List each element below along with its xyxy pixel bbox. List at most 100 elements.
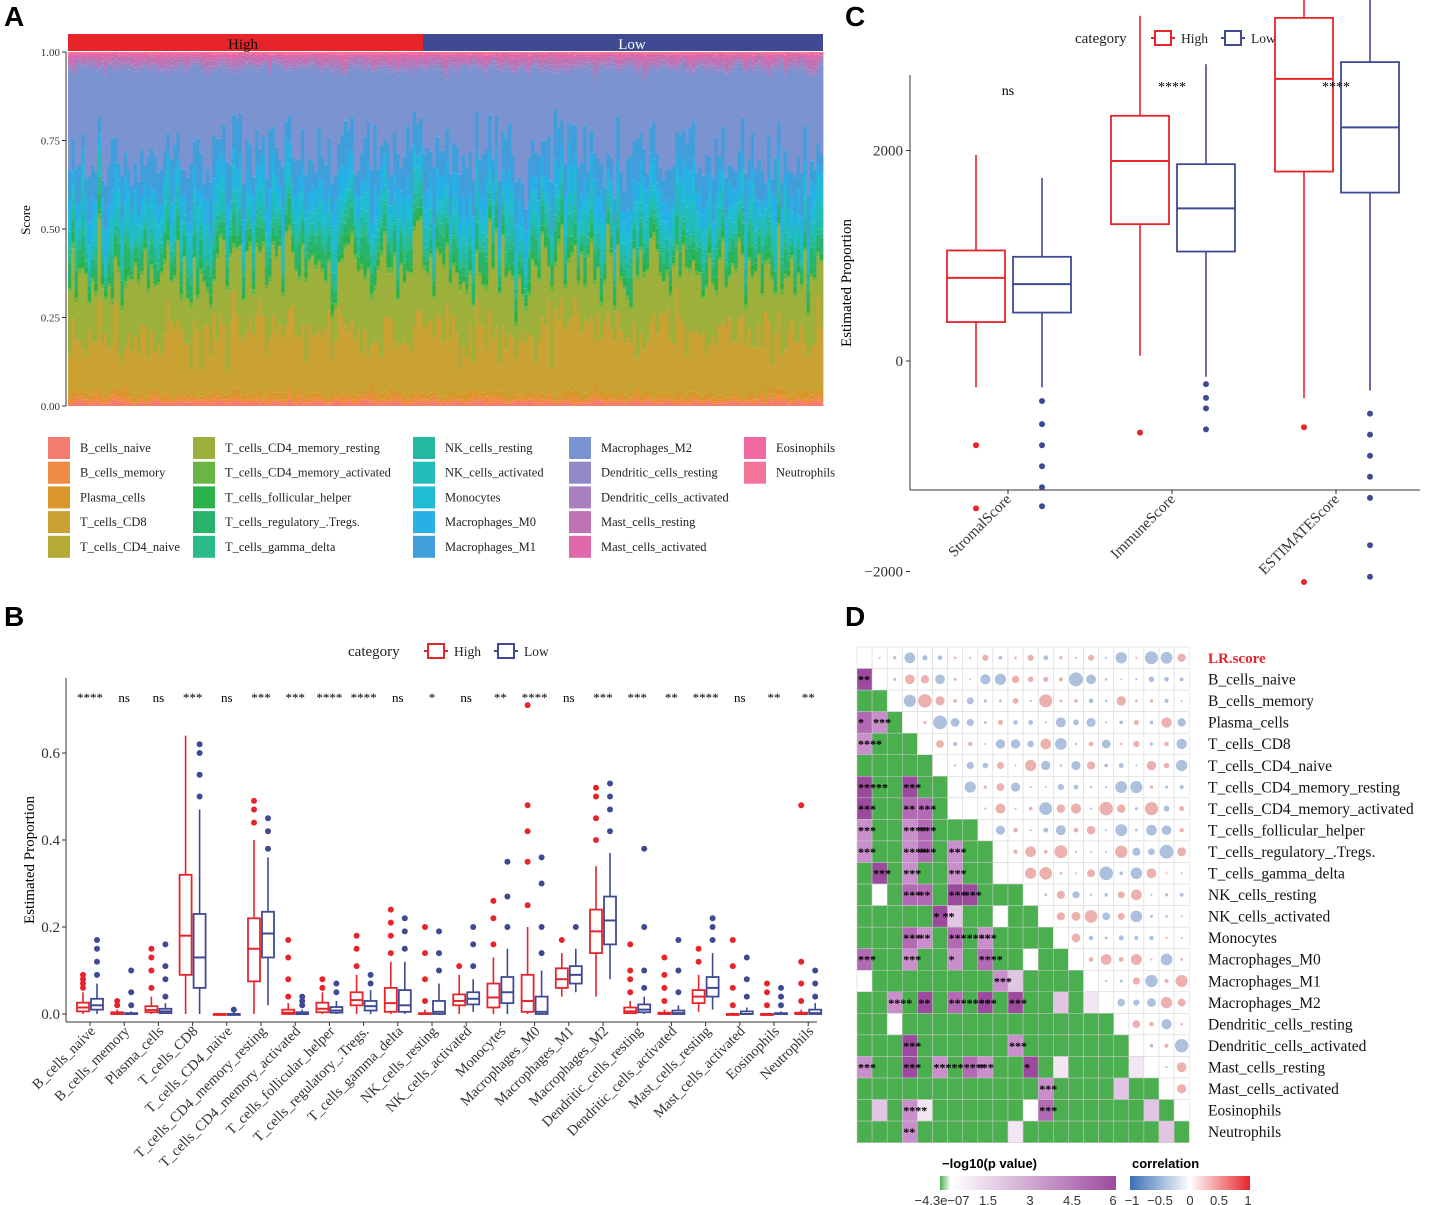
bar-segment [412, 52, 417, 55]
bar-segment [396, 290, 400, 299]
bar-segment [563, 52, 568, 53]
bar-segment [488, 205, 492, 214]
bar-segment [521, 228, 525, 243]
bar-segment [435, 168, 440, 195]
bar-segment [333, 400, 338, 406]
bar-segment [665, 67, 670, 170]
outlier-point [265, 845, 271, 852]
bar-segment [173, 255, 177, 266]
outlier-point [490, 941, 497, 948]
bar-segment [248, 60, 253, 65]
bar-segment [94, 211, 98, 234]
bar-segment [291, 52, 295, 55]
bar-segment [258, 403, 263, 406]
bar-segment [186, 64, 190, 69]
bar-segment [609, 256, 614, 330]
bar-segment [717, 260, 722, 325]
bar-segment [763, 52, 768, 55]
bar-segment [704, 67, 709, 73]
bar-segment [622, 57, 627, 63]
bar-segment [159, 271, 164, 274]
bar-segment [219, 58, 223, 65]
bar-segment [685, 248, 689, 263]
bar-segment [140, 149, 144, 196]
bar-segment [350, 53, 354, 57]
bar-segment [537, 53, 542, 58]
bar-segment [448, 174, 453, 215]
bar-segment [642, 241, 647, 250]
bar-segment [143, 53, 148, 59]
bar-segment [783, 61, 788, 68]
bar-segment [678, 67, 683, 72]
bar-segment [225, 53, 230, 59]
bar-segment [698, 335, 702, 397]
bar-segment [199, 153, 203, 186]
bar-segment [747, 196, 752, 209]
bar-segment [816, 401, 821, 406]
bar-segment [304, 64, 309, 67]
bar-segment [333, 290, 338, 298]
bar-segment [760, 399, 765, 406]
bar-segment [573, 222, 578, 240]
bar-segment [553, 57, 558, 66]
bar-segment [360, 270, 364, 354]
bar-segment [714, 75, 719, 138]
bar-segment [212, 68, 217, 71]
box-high [281, 937, 296, 1015]
bar-segment [580, 252, 584, 256]
bar-segment [189, 64, 194, 67]
bar-segment [714, 295, 719, 347]
bar-segment [241, 298, 246, 301]
bar-segment [291, 223, 295, 231]
bar-segment [268, 72, 272, 77]
bar-segment [140, 68, 144, 150]
bar-segment [324, 243, 328, 247]
bar-segment [714, 58, 719, 66]
bar-segment [557, 59, 561, 65]
bar-segment [159, 252, 164, 267]
bar-segment [320, 393, 325, 400]
bar-segment [159, 273, 164, 355]
bar-segment [458, 65, 463, 69]
bar-segment [813, 241, 817, 248]
bar-segment [219, 174, 223, 191]
bar-segment [304, 230, 309, 248]
bar-segment [330, 52, 335, 55]
bar-segment [356, 197, 361, 222]
bar-segment [294, 396, 299, 403]
outlier-point [538, 924, 545, 930]
bar-segment [616, 54, 620, 60]
bar-segment [770, 269, 775, 277]
bar-segment [481, 198, 486, 221]
bar-segment [455, 173, 460, 203]
bar-segment [409, 275, 414, 354]
bar-segment [343, 72, 348, 77]
bar-segment [379, 199, 384, 219]
bar-segment [750, 55, 755, 61]
bar-segment [609, 402, 614, 406]
bar-segment [307, 262, 312, 325]
bar-segment [261, 315, 266, 398]
bar-segment [412, 393, 417, 399]
bar-segment [241, 65, 246, 71]
outlier-point [367, 971, 374, 978]
bar-segment [488, 63, 492, 66]
bar-segment [455, 242, 460, 248]
bar-segment [580, 246, 584, 253]
bar-segment [576, 266, 581, 275]
bar-segment [376, 64, 381, 66]
bar-segment [360, 69, 364, 154]
bar-segment [438, 229, 443, 235]
bar-segment [219, 64, 223, 67]
bar-segment [425, 191, 430, 209]
bar-segment [251, 289, 256, 295]
bar-segment [727, 54, 732, 59]
bar-segment [219, 52, 223, 54]
bar-segment [750, 182, 755, 201]
legend-label: Macrophages_M2 [601, 441, 692, 455]
bar-segment [557, 208, 561, 217]
bar-segment [143, 183, 148, 200]
bar-segment [747, 393, 752, 401]
bar-segment [586, 323, 591, 400]
bar-segment [68, 288, 72, 292]
